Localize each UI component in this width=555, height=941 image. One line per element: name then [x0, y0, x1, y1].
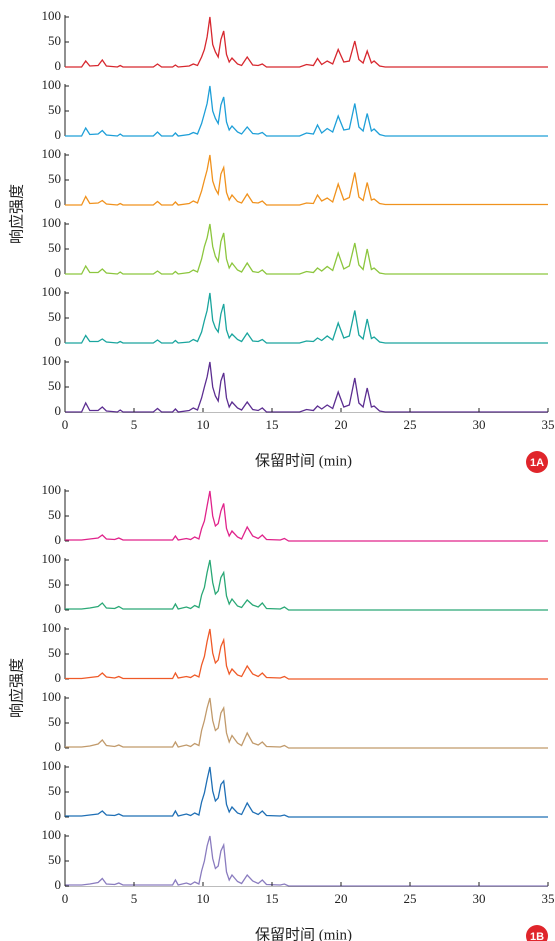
trace: [65, 155, 548, 205]
y-tick-label: 100: [42, 77, 62, 92]
y-tick-label: 50: [48, 171, 61, 186]
x-tick-label: 15: [266, 417, 279, 432]
y-axis-label: 响应强度: [7, 184, 25, 244]
y-tick-label: 50: [48, 645, 61, 660]
page: {"chart_data": [ {"type": "line", "panel…: [0, 0, 555, 941]
trace: [65, 836, 548, 886]
y-tick-label: 100: [42, 689, 62, 704]
x-tick-label: 10: [197, 891, 210, 906]
trace: [65, 491, 548, 541]
y-tick-label: 50: [48, 783, 61, 798]
figure: 0501000501000501000501000501000501000510…: [0, 0, 555, 941]
y-tick-label: 100: [42, 284, 62, 299]
x-tick-label: 20: [335, 417, 348, 432]
x-tick-label: 10: [197, 417, 210, 432]
y-tick-label: 50: [48, 240, 61, 255]
y-tick-label: 0: [55, 403, 62, 418]
y-tick-label: 100: [42, 620, 62, 635]
x-axis-label: 保留时间 (min): [255, 452, 352, 469]
y-tick-label: 50: [48, 33, 61, 48]
y-tick-label: 100: [42, 482, 62, 497]
trace: [65, 17, 548, 67]
x-axis-label: 保留时间 (min): [255, 926, 352, 941]
y-tick-label: 0: [55, 334, 62, 349]
y-tick-label: 100: [42, 8, 62, 23]
y-axis-label: 响应强度: [7, 658, 25, 718]
y-tick-label: 0: [55, 58, 62, 73]
y-tick-label: 50: [48, 507, 61, 522]
y-tick-label: 100: [42, 353, 62, 368]
x-tick-label: 0: [62, 417, 69, 432]
trace: [65, 698, 548, 748]
y-tick-label: 0: [55, 127, 62, 142]
y-tick-label: 50: [48, 378, 61, 393]
y-tick-label: 0: [55, 532, 62, 547]
y-tick-label: 0: [55, 670, 62, 685]
panel-label: 1A: [530, 457, 544, 469]
y-tick-label: 50: [48, 102, 61, 117]
y-tick-label: 50: [48, 576, 61, 591]
y-tick-label: 0: [55, 196, 62, 211]
trace: [65, 86, 548, 136]
y-tick-label: 50: [48, 852, 61, 867]
x-tick-label: 35: [542, 891, 555, 906]
trace: [65, 224, 548, 274]
trace: [65, 362, 548, 412]
trace: [65, 293, 548, 343]
x-tick-label: 0: [62, 891, 69, 906]
x-tick-label: 5: [131, 417, 138, 432]
y-tick-label: 0: [55, 808, 62, 823]
x-tick-label: 25: [404, 417, 417, 432]
trace: [65, 560, 548, 610]
y-tick-label: 100: [42, 758, 62, 773]
x-tick-label: 5: [131, 891, 138, 906]
y-tick-label: 0: [55, 601, 62, 616]
x-tick-label: 30: [473, 891, 486, 906]
x-tick-label: 25: [404, 891, 417, 906]
y-tick-label: 100: [42, 551, 62, 566]
y-tick-label: 100: [42, 146, 62, 161]
y-tick-label: 50: [48, 309, 61, 324]
y-tick-label: 0: [55, 739, 62, 754]
x-tick-label: 35: [542, 417, 555, 432]
trace: [65, 629, 548, 679]
trace: [65, 767, 548, 817]
y-tick-label: 50: [48, 714, 61, 729]
x-tick-label: 20: [335, 891, 348, 906]
x-tick-label: 30: [473, 417, 486, 432]
panel-label: 1B: [530, 931, 544, 941]
y-tick-label: 100: [42, 827, 62, 842]
y-tick-label: 0: [55, 877, 62, 892]
y-tick-label: 100: [42, 215, 62, 230]
y-tick-label: 0: [55, 265, 62, 280]
x-tick-label: 15: [266, 891, 279, 906]
